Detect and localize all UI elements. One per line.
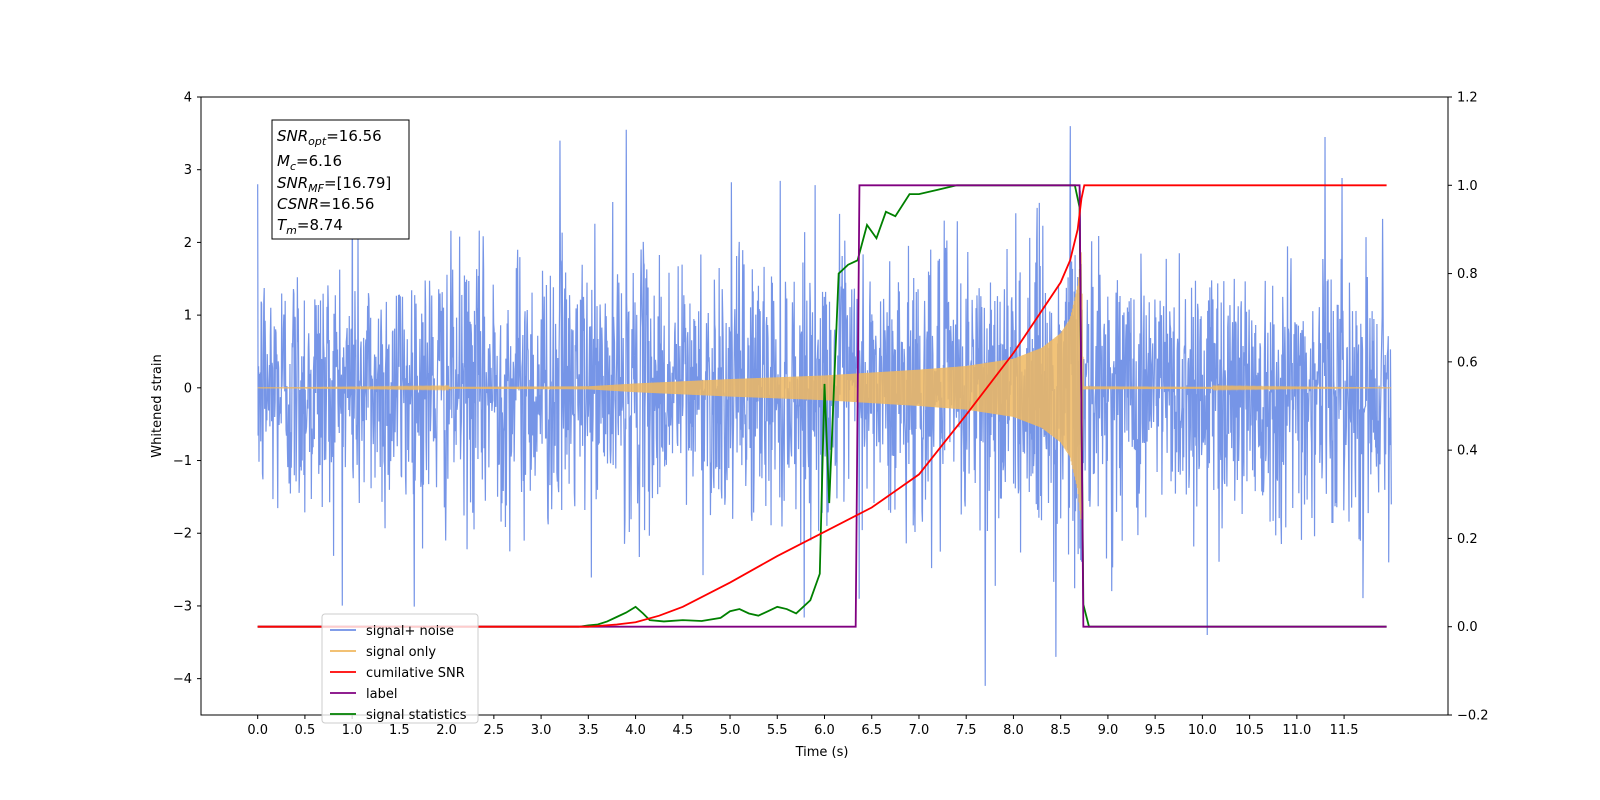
y2-tick-label: 0.2	[1457, 532, 1478, 547]
annotation-snr-mf: SNRMF=[16.79]	[277, 174, 391, 195]
annotation-snr-opt: SNRopt=16.56	[277, 127, 382, 148]
x-tick-label: 1.5	[389, 723, 410, 738]
x-tick-label: 0.0	[247, 723, 268, 738]
x-axis-label: Time (s)	[795, 745, 849, 760]
y-axis-label: Whitened strain	[150, 354, 165, 457]
y2-tick-label: 0.0	[1457, 620, 1478, 635]
x-tick-label: 9.5	[1145, 723, 1166, 738]
legend-item-label: cumilative SNR	[366, 666, 465, 681]
annotation-csnr: CSNR=16.56	[277, 195, 374, 213]
annotation-mc: Mc=6.16	[277, 152, 342, 173]
x-tick-label: 4.0	[625, 723, 646, 738]
signal-statistics-line	[257, 184, 1387, 628]
x-tick-label: 7.5	[956, 723, 977, 738]
y-tick-label: −4	[173, 672, 192, 687]
y-axis-ticks: 4 3 2 1 0 −1 −2 −3 −4	[173, 91, 201, 687]
signal-noise-series	[257, 126, 1392, 686]
legend-item-label: signal statistics	[366, 708, 467, 723]
x-tick-label: 3.0	[531, 723, 552, 738]
y2-axis-ticks: 1.2 1.0 0.8 0.6 0.4 0.2 0.0 −0.2	[1448, 91, 1489, 724]
right-axis-series	[257, 184, 1387, 628]
x-tick-label: 8.0	[1003, 723, 1024, 738]
y2-tick-label: 0.8	[1457, 267, 1478, 282]
x-tick-label: 6.0	[814, 723, 835, 738]
y-tick-label: 1	[184, 309, 192, 324]
label-line	[257, 184, 1387, 628]
y-tick-label: −2	[173, 527, 192, 542]
plot-area	[257, 126, 1392, 686]
x-tick-label: 0.5	[295, 723, 316, 738]
y-tick-label: 0	[184, 381, 192, 396]
x-tick-label: 5.0	[720, 723, 741, 738]
x-tick-label: 11.0	[1282, 723, 1311, 738]
x-tick-label: 10.5	[1235, 723, 1264, 738]
x-tick-label: 10.0	[1188, 723, 1217, 738]
y-tick-label: 2	[184, 236, 192, 251]
cumulative-snr-line	[257, 184, 1387, 628]
x-tick-label: 11.5	[1330, 723, 1359, 738]
annotation-box: SNRopt=16.56 Mc=6.16 SNRMF=[16.79] CSNR=…	[271, 119, 410, 240]
x-tick-label: 4.5	[672, 723, 693, 738]
x-tick-label: 8.5	[1050, 723, 1071, 738]
x-axis-ticks: 0.0 0.5 1.0 1.5 2.0 2.5 3.0 3.5 4.0 4.5 5.0 5.5 6.0 6…	[247, 715, 1359, 738]
x-tick-label: 2.5	[484, 723, 505, 738]
y-tick-label: −1	[173, 454, 192, 469]
y2-tick-label: 0.6	[1457, 355, 1478, 370]
x-tick-label: 7.0	[909, 723, 930, 738]
y-tick-label: 3	[184, 163, 192, 178]
annotation-tm: Tm=8.74	[277, 216, 343, 237]
y2-tick-label: 1.0	[1457, 179, 1478, 194]
y2-tick-label: 1.2	[1457, 91, 1478, 106]
legend: signal+ noise signal only cumilative SNR la…	[321, 613, 479, 724]
x-tick-label: 9.0	[1098, 723, 1119, 738]
x-tick-label: 6.5	[861, 723, 882, 738]
y2-tick-label: 0.4	[1457, 444, 1478, 459]
y-tick-label: −3	[173, 599, 192, 614]
x-tick-label: 1.0	[342, 723, 363, 738]
legend-item-label: signal+ noise	[366, 624, 454, 639]
y2-tick-label: −0.2	[1457, 709, 1489, 724]
y-tick-label: 4	[184, 91, 192, 106]
x-tick-label: 3.5	[578, 723, 599, 738]
signal-noise-line	[257, 126, 1392, 686]
legend-item-label: label	[366, 687, 397, 702]
x-tick-label: 2.0	[436, 723, 457, 738]
x-tick-label: 5.5	[767, 723, 788, 738]
legend-item-label: signal only	[366, 645, 436, 660]
